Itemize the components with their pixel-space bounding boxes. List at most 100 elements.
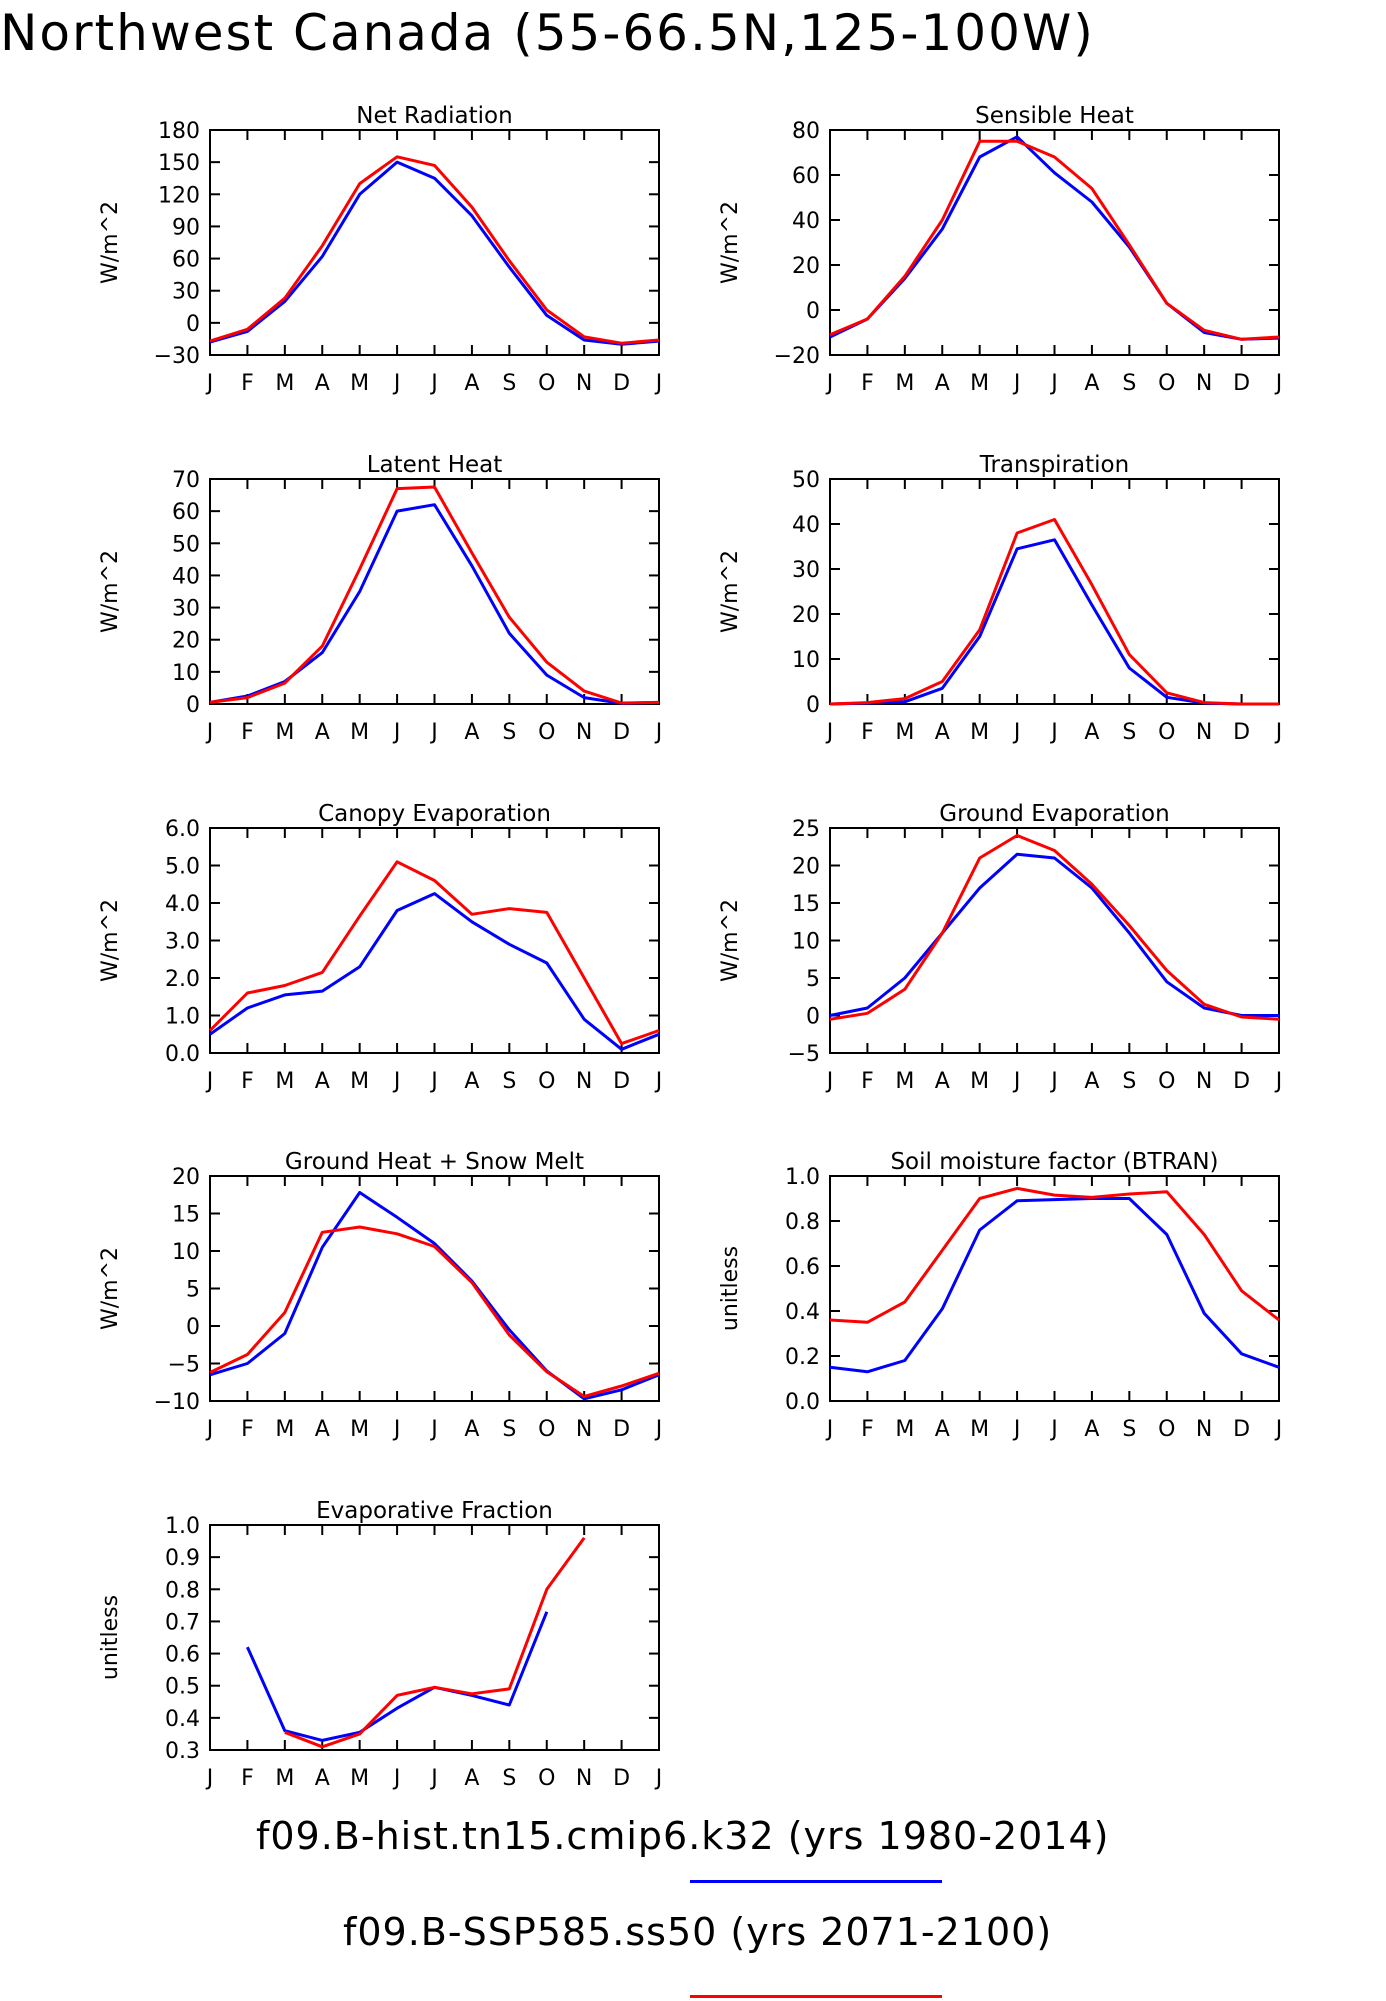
x-tick-label: F (861, 1417, 874, 1442)
x-tick-label: M (350, 371, 369, 396)
x-tick-label: J (429, 1766, 438, 1791)
y-tick-label: 10 (172, 661, 200, 686)
x-tick-label: M (895, 1069, 914, 1094)
x-tick-label: A (464, 720, 479, 745)
x-tick-label: M (970, 1417, 989, 1442)
y-tick-label: 50 (792, 468, 820, 493)
y-tick-label: 0.4 (165, 1707, 200, 1732)
x-tick-label: F (861, 371, 874, 396)
y-tick-label: 0 (806, 693, 820, 718)
x-tick-label: S (1122, 1417, 1136, 1442)
x-tick-label: F (241, 371, 254, 396)
y-tick-label: 0.7 (165, 1610, 200, 1635)
y-tick-label: 60 (172, 500, 200, 525)
x-tick-label: J (392, 1069, 401, 1094)
y-tick-label: 0.0 (785, 1390, 820, 1415)
x-tick-label: J (205, 371, 214, 396)
panel-title: Net Radiation (356, 103, 512, 129)
x-tick-label: D (1233, 720, 1250, 745)
panel-title: Evaporative Fraction (316, 1498, 553, 1524)
legend-case2-swatch (690, 1995, 942, 1998)
series-case2-line (209, 485, 660, 705)
panel-8: Soil moisture factor (BTRAN) unitless 0.0 0… (718, 1149, 1282, 1442)
x-tick-label: N (576, 720, 592, 745)
panel-title: Latent Heat (367, 452, 503, 478)
y-tick-label: 5 (186, 1278, 200, 1303)
x-tick-label: N (1196, 371, 1212, 396)
y-tick-label: 180 (158, 119, 200, 144)
y-tick-label: 10 (172, 1240, 200, 1265)
y-tick-label: 60 (172, 248, 200, 273)
plot-frame (829, 827, 1280, 1054)
x-tick-label: F (861, 720, 874, 745)
x-tick-label: J (205, 1417, 214, 1442)
y-tick-label: 0.2 (785, 1345, 820, 1370)
x-tick-label: A (464, 1766, 479, 1791)
y-axis-label: W/m^2 (718, 201, 743, 284)
y-tick-label: 80 (792, 119, 820, 144)
series-case2-line (284, 1537, 586, 1749)
x-tick-label: M (895, 371, 914, 396)
x-tick-label: A (315, 371, 330, 396)
x-tick-label: M (895, 720, 914, 745)
x-tick-label: S (502, 1069, 516, 1094)
legend-case1-swatch (690, 1880, 942, 1883)
x-tick-label: O (1158, 720, 1175, 745)
series-case1-line (246, 1611, 549, 1742)
y-tick-label: 120 (158, 183, 200, 208)
y-tick-label: 40 (792, 513, 820, 538)
y-tick-label: 1.0 (785, 1165, 820, 1190)
plot-frame (209, 1175, 660, 1402)
panel-title: Transpiration (979, 452, 1129, 478)
series-case1-line (209, 892, 660, 1051)
plot-frame (209, 478, 660, 705)
x-tick-label: A (935, 720, 950, 745)
y-tick-label: 0 (186, 693, 200, 718)
x-tick-label: O (538, 720, 555, 745)
x-tick-label: M (275, 1069, 294, 1094)
x-tick-label: J (1012, 720, 1021, 745)
x-tick-label: O (538, 1069, 555, 1094)
x-tick-label: A (315, 720, 330, 745)
y-tick-label: 1.0 (165, 1005, 200, 1030)
y-tick-label: 0.9 (165, 1546, 200, 1571)
y-tick-label: 2.0 (165, 967, 200, 992)
x-tick-label: A (1084, 720, 1099, 745)
x-tick-label: A (935, 371, 950, 396)
x-tick-label: F (241, 720, 254, 745)
x-tick-label: A (1084, 371, 1099, 396)
y-tick-label: 25 (792, 817, 820, 842)
x-tick-label: A (315, 1417, 330, 1442)
y-tick-label: 0 (186, 312, 200, 337)
y-tick-label: 15 (792, 892, 820, 917)
y-tick-label: 0.3 (165, 1739, 200, 1764)
y-tick-label: 20 (792, 855, 820, 880)
x-tick-label: M (970, 720, 989, 745)
x-tick-label: S (502, 720, 516, 745)
x-tick-label: J (429, 720, 438, 745)
x-tick-label: M (275, 1417, 294, 1442)
x-tick-label: J (392, 371, 401, 396)
panel-title: Ground Evaporation (939, 801, 1169, 827)
y-tick-label: 90 (172, 215, 200, 240)
y-tick-label: −10 (154, 1390, 200, 1415)
y-tick-label: 3.0 (165, 930, 200, 955)
x-tick-label: J (1012, 1069, 1021, 1094)
y-axis-label: W/m^2 (718, 899, 743, 982)
panel-7: Ground Heat + Snow Melt W/m^2 −10 −5 0 5 10 15 2… (98, 1149, 662, 1442)
legend-case2-label: f09.B-SSP585.ss50 (yrs 2071-2100) (343, 1910, 1053, 1954)
series-case2-line (829, 139, 1280, 341)
x-tick-label: O (538, 371, 555, 396)
x-tick-label: J (1049, 1069, 1058, 1094)
x-tick-label: M (970, 371, 989, 396)
y-tick-label: 30 (792, 558, 820, 583)
x-tick-label: J (825, 1417, 834, 1442)
series-case2-line (209, 155, 660, 345)
x-tick-label: J (1274, 371, 1283, 396)
x-tick-label: A (1084, 1417, 1099, 1442)
y-tick-label: 20 (792, 254, 820, 279)
